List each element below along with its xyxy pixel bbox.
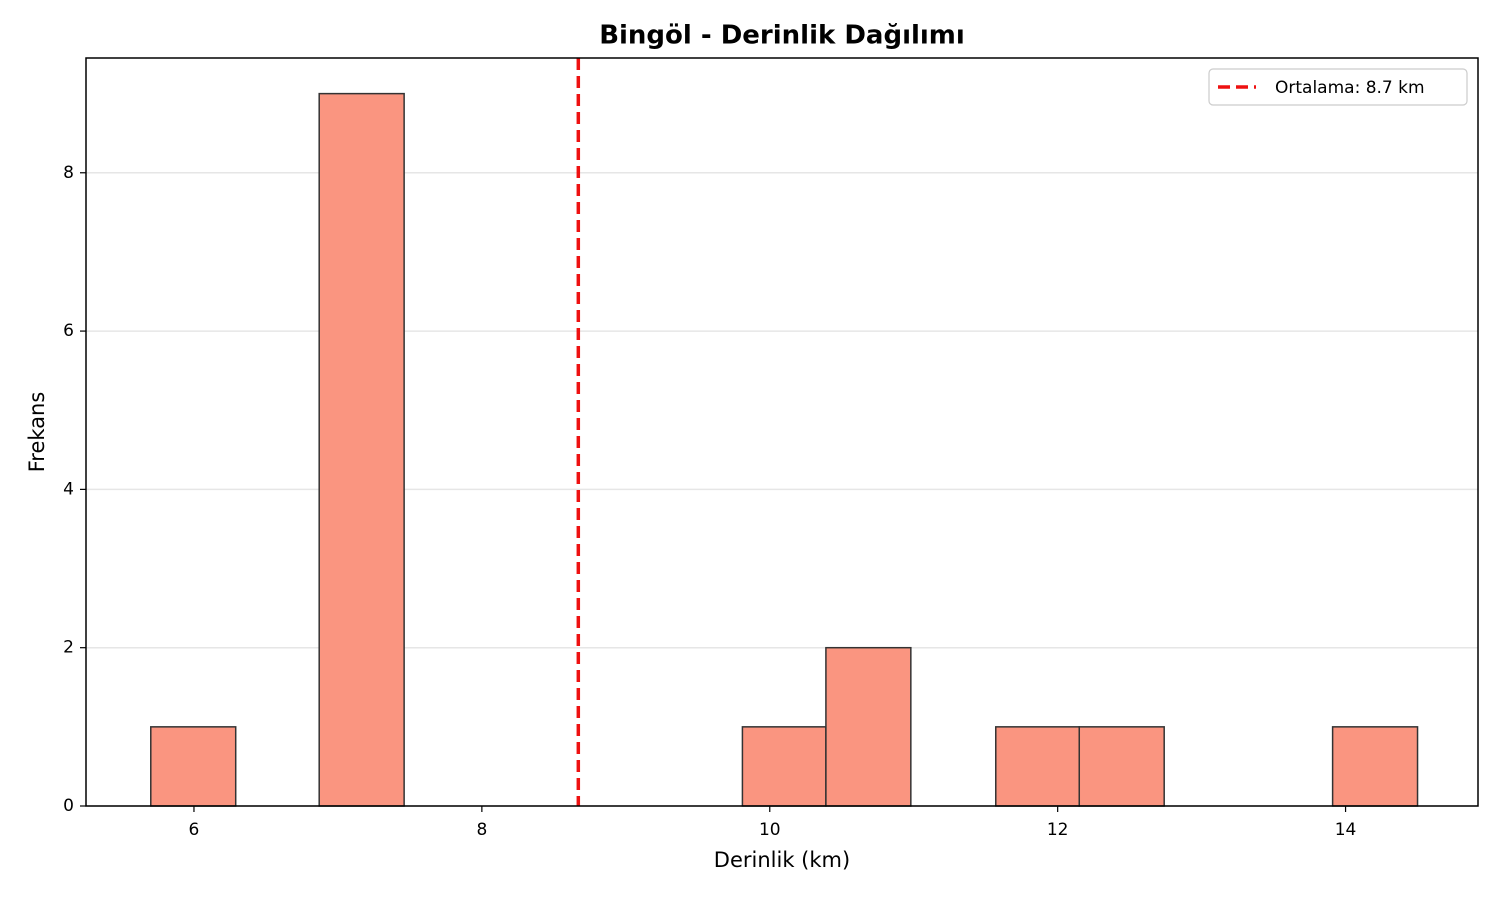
y-tick-label: 2 — [63, 638, 74, 658]
bar — [150, 726, 237, 807]
legend-box — [1208, 68, 1468, 106]
x-tick-label: 10 — [759, 820, 781, 840]
bar — [318, 92, 405, 807]
x-tick-label: 6 — [189, 820, 200, 840]
plot-frame — [85, 57, 1479, 807]
chart-title: Bingöl - Derinlik Dağılımı — [599, 21, 965, 51]
x-tick-label: 12 — [1047, 820, 1069, 840]
x-axis-label: Derinlik (km) — [714, 848, 850, 872]
x-tick-label: 8 — [476, 820, 487, 840]
y-tick-label: 4 — [63, 479, 74, 499]
bar — [995, 726, 1081, 807]
bar — [825, 646, 912, 807]
bar — [1078, 726, 1165, 807]
x-tick-label: 14 — [1335, 820, 1357, 840]
legend-label: Ortalama: 8.7 km — [1275, 78, 1425, 98]
y-axis-label: Frekans — [25, 392, 49, 473]
y-tick-label: 6 — [63, 321, 74, 341]
y-tick-label: 8 — [63, 163, 74, 183]
y-tick-label: 0 — [63, 796, 74, 816]
bar — [1331, 726, 1419, 807]
bar — [741, 726, 827, 807]
